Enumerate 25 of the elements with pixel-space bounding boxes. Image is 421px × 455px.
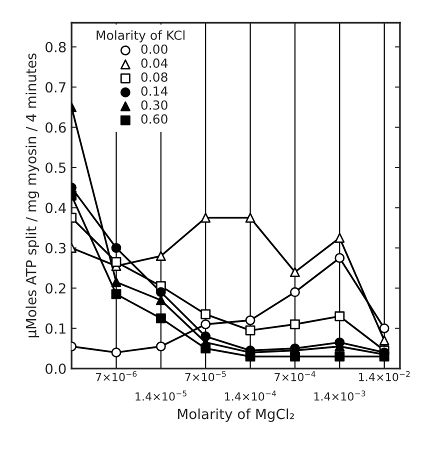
x-tick-label: 1.4×10$^{−5}$ [136,390,186,401]
legend-label: 0.00 [141,44,168,54]
legend-label: 0.14 [141,86,168,96]
y-tick-label: 0.4 [46,202,66,214]
x-tick-label: 1.4×10$^{−4}$ [225,390,276,401]
y-axis-title: μMoles ATP split / mg myosin / 4 minutes [26,53,40,338]
y-tick-label: 0.5 [46,162,66,173]
y-tick-label: 0.1 [46,323,66,334]
x-tick-label: 1.4×10$^{−3}$ [314,390,366,401]
y-tick-label: 0.7 [46,82,66,93]
y-tick-label: 0.6 [46,122,66,133]
legend-title: Molarity of KCl [96,30,184,42]
x-tick-label: 7×10$^{−5}$ [185,371,226,382]
legend-label: 0.60 [141,114,168,124]
legend-label: 0.08 [141,72,168,82]
x-tick-label: 7×10$^{−4}$ [274,371,316,382]
x-tick-label: 1.4×10$^{−2}$ [359,371,410,382]
y-tick-label: 0.2 [46,283,66,294]
y-tick-label: 0.3 [46,242,66,254]
legend-label: 0.30 [141,100,168,110]
y-tick-label: 0.8 [46,42,66,52]
y-tick-label: 0.0 [46,364,66,374]
legend-label: 0.04 [141,58,168,68]
x-tick-label: 7×10$^{−6}$ [96,371,137,382]
x-axis-title: Molarity of MgCl₂ [178,408,294,422]
